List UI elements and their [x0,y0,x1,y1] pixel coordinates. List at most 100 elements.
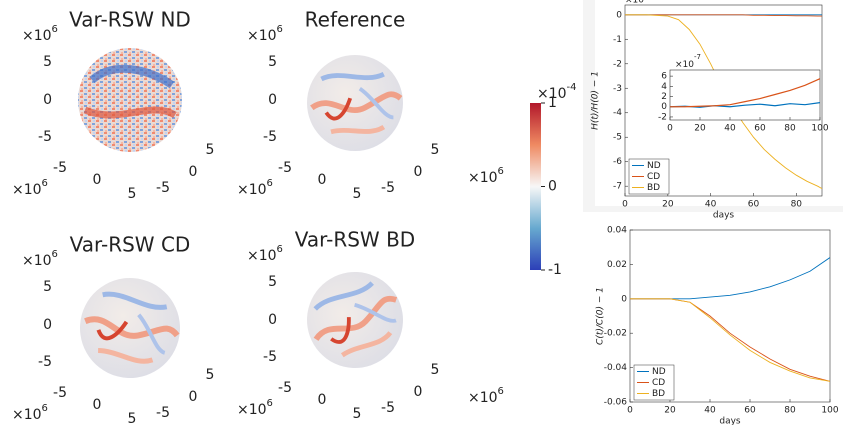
z-tick-label: 5 [43,54,52,70]
exponent-label: ×106 [247,244,283,264]
y-tick-label: -0.02 [604,329,627,339]
exponent-base: ×10 [237,402,267,418]
y-tick-label: -0.04 [604,363,628,373]
y-tick-label: 0 [189,389,198,405]
sphere [307,55,403,151]
colorbar-tick-label: 0 [548,179,557,195]
x-tick-label: 0 [667,124,673,134]
y-tick-label: -0.06 [604,398,628,408]
x-tick-label: -5 [53,160,67,176]
x-tick-label: 5 [128,186,137,202]
exponent-label: ×10 [625,0,644,6]
sphere [293,258,416,381]
z-tick-label: -5 [263,349,277,365]
z-tick-label: 0 [268,312,277,328]
x-tick-label: 20 [664,406,676,416]
exponent-base: ×10 [468,390,498,406]
z-tick-label: 5 [268,274,277,290]
panel-title: Var-RSW CD [70,233,191,257]
series-line [670,78,820,108]
y-tick-label: -5 [156,405,170,421]
exponent-label: ×10-4 [537,82,577,102]
series-line [630,298,830,382]
exponent-label: ×106 [468,166,504,186]
sphere [69,267,191,389]
legend-label: BD [647,183,660,193]
exponent-power: 6 [277,244,283,255]
y-tick-label: -5 [381,180,395,196]
exponent-base: ×10 [468,170,498,186]
exponent-base: ×10 [12,407,42,423]
x-tick-label: 0 [93,172,102,188]
panel-title: Var-RSW BD [295,228,415,252]
exponent-label: ×106 [22,24,58,44]
y-tick-label: 0 [189,164,198,180]
exponent-power: 6 [498,166,504,177]
exponent-power: 6 [267,178,273,189]
exponent-power: -4 [567,82,577,93]
panel-title: Reference [305,8,406,32]
x-tick-label: 5 [353,406,362,422]
y-tick-label: -1 [613,35,622,45]
legend-label: ND [647,161,661,171]
x-tick-label: 60 [754,124,766,134]
y-tick-label: 5 [431,142,440,158]
exponent-label: ×106 [468,386,504,406]
y-tick-label: -5 [156,180,170,196]
x-tick-label: 80 [791,200,803,210]
y-tick-label: 0.04 [607,226,627,236]
z-tick-label: -5 [38,354,52,370]
y-tick-label: 0 [661,102,667,112]
exponent-power: 6 [42,178,48,189]
x-tick-label: 0 [622,200,628,210]
y-tick-label: -6 [613,157,622,167]
sphere [78,48,182,152]
y-tick-label: 5 [206,142,215,158]
legend-label: ND [652,367,666,377]
exponent-label: ×106 [22,249,58,269]
colorbar-tick-label: 1 [548,95,557,111]
x-tick-label: 60 [744,406,756,416]
y-tick-label: -7 [613,182,622,192]
y-tick-label: 4 [661,82,667,92]
x-tick-label: 60 [748,200,760,210]
x-tick-label: 0 [318,392,327,408]
z-tick-label: -5 [263,129,277,145]
plot-area [669,69,821,121]
x-tick-label: -5 [278,160,292,176]
x-tick-label: 5 [353,186,362,202]
x-tick-label: 0 [627,406,633,416]
exponent-base: ×10 [22,253,52,269]
z-tick-label: 5 [43,279,52,295]
x-tick-label: 40 [724,124,736,134]
z-tick-label: 0 [43,317,52,333]
x-tick-label: 100 [811,124,828,134]
exponent-base: ×10 [237,182,267,198]
y-tick-label: 0.02 [607,260,627,270]
y-tick-label: 0 [621,294,627,304]
exponent-power: 6 [52,249,58,260]
legend-label: CD [652,378,665,388]
panel-title: Var-RSW ND [69,8,191,32]
x-tick-label: 20 [694,124,706,134]
x-tick-label: 40 [704,406,716,416]
x-tick-label: -5 [278,380,292,396]
exponent-base: ×10 [247,248,277,264]
y-axis-label: H(t)/H(0) − 1 [591,71,601,130]
exponent-label: ×106 [237,178,273,198]
x-tick-label: 0 [318,172,327,188]
y-tick-label: 0 [616,10,622,20]
exponent-label: ×106 [237,398,273,418]
y-tick-label: -3 [613,84,622,94]
z-tick-label: 0 [268,92,277,108]
y-tick-label: 5 [206,367,215,383]
exponent-label: ×106 [247,24,283,44]
exponent-base: ×10 [247,28,277,44]
exponent-power: 6 [498,386,504,397]
exponent-label: ×106 [12,178,48,198]
colorbar [530,103,541,270]
y-tick-label: 0 [414,164,423,180]
exponent-base: ×10 [537,86,567,102]
x-tick-label: -5 [53,385,67,401]
